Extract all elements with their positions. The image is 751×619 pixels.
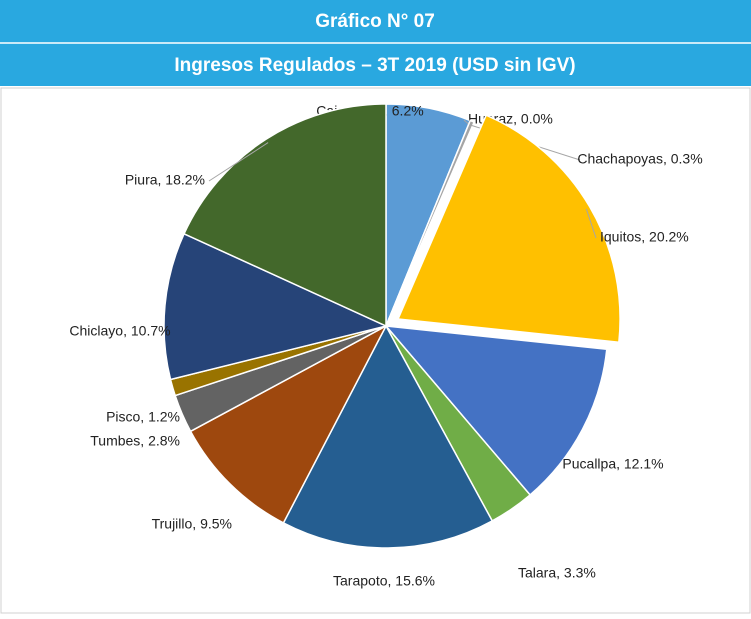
chart-title: Gráfico N° 07 xyxy=(315,11,435,32)
pie-slice xyxy=(163,232,389,381)
data-label: Talara, 3.3% xyxy=(518,565,596,581)
data-label: Huaraz, 0.0% xyxy=(468,111,553,127)
data-label: Chiclayo, 10.7% xyxy=(69,323,170,339)
data-label: Pucallpa, 12.1% xyxy=(562,456,663,472)
pie-slice xyxy=(396,114,621,344)
plot-border xyxy=(0,87,751,614)
pie-slice xyxy=(282,324,494,549)
leader-line xyxy=(208,142,269,182)
pie-slice xyxy=(385,119,476,327)
data-label: Piura, 18.2% xyxy=(125,172,205,188)
data-label: Trujillo, 9.5% xyxy=(152,516,232,532)
leader-line xyxy=(463,119,470,125)
pie-slice xyxy=(384,325,608,496)
pie-slice xyxy=(183,103,387,328)
pie-slice xyxy=(189,324,388,524)
data-label: Chachapoyas, 0.3% xyxy=(577,151,702,167)
data-label: Iquitos, 20.2% xyxy=(600,229,689,245)
data-label: Pisco, 1.2% xyxy=(106,409,180,425)
leader-line xyxy=(585,208,597,239)
data-label: Tumbes, 2.8% xyxy=(90,433,180,449)
data-label: Tarapoto, 15.6% xyxy=(333,573,435,589)
chart-subtitle: Ingresos Regulados – 3T 2019 (USD sin IG… xyxy=(174,55,575,76)
